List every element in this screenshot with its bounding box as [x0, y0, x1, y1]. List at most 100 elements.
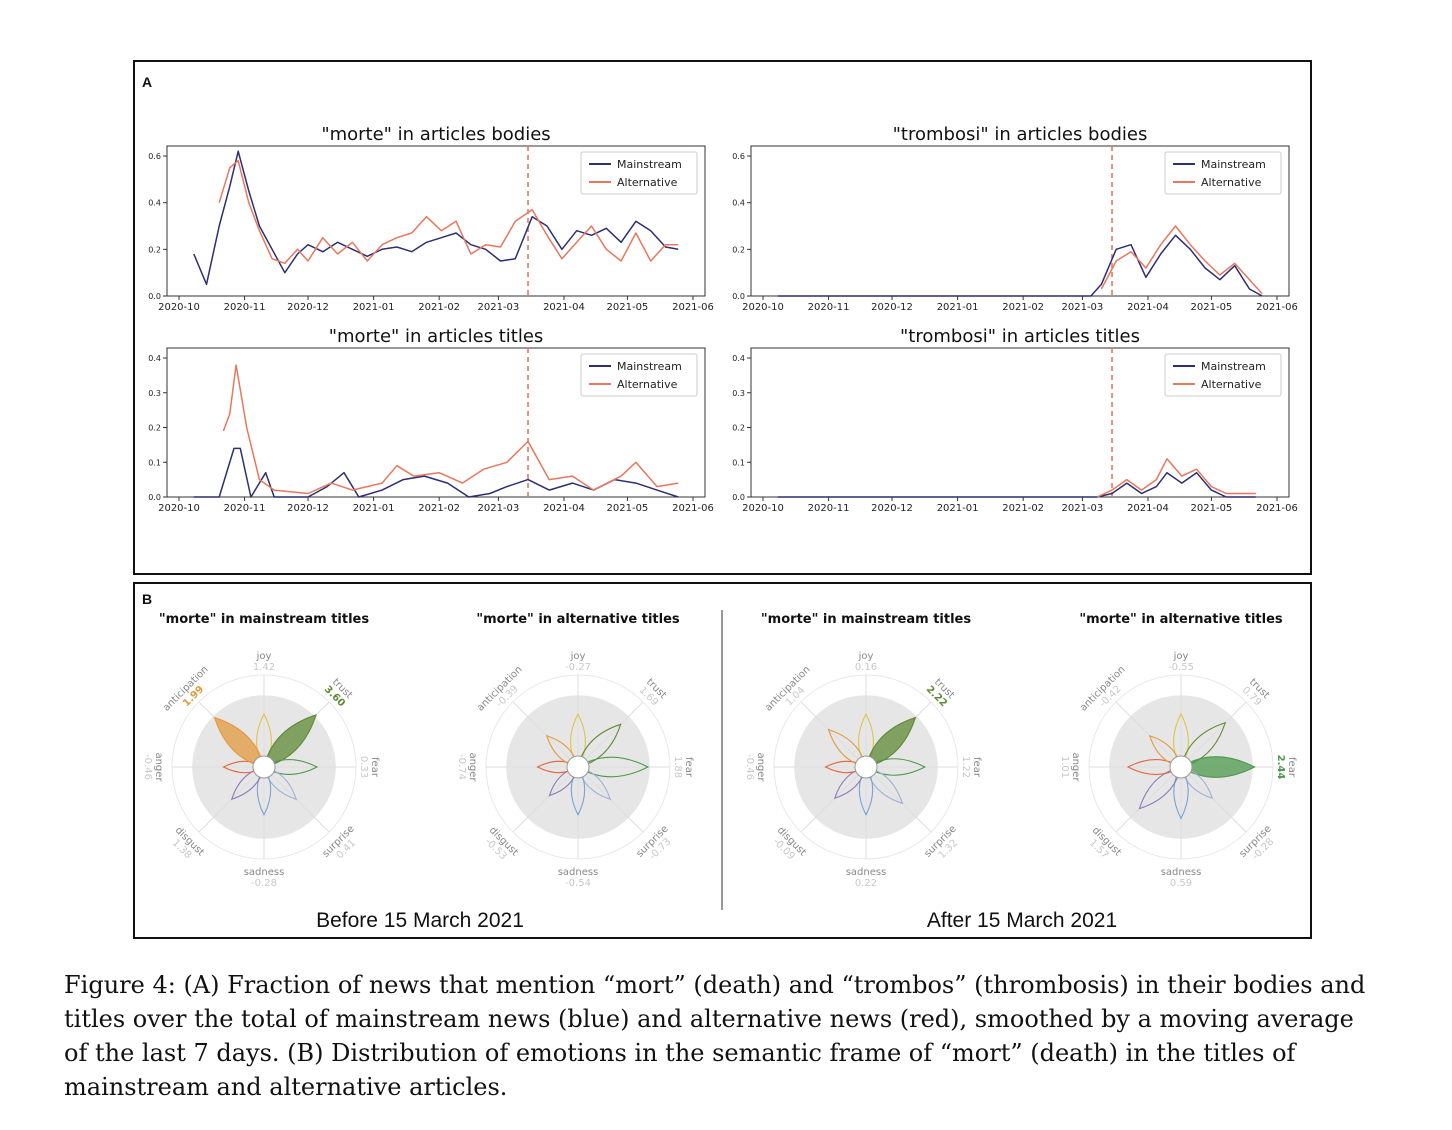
legend-entry: Mainstream: [617, 360, 682, 373]
x-tick-label: 2020-10: [158, 503, 200, 514]
x-tick-label: 2021-04: [1127, 503, 1169, 514]
legend-box: [1164, 151, 1282, 195]
figure: A B Before 15 March 2021 After 15 March …: [133, 60, 1312, 939]
x-tick-label: 2021-01: [937, 302, 979, 313]
x-tick-label: 2021-05: [1191, 302, 1233, 313]
chart-legend: Mainstream Alternative: [1164, 151, 1282, 195]
axis-label-joy: joy: [858, 651, 874, 662]
figure-caption: Figure 4: (A) Fraction of news that ment…: [64, 968, 1382, 1104]
y-tick-label: 0.1: [148, 458, 161, 467]
legend-box: [580, 151, 698, 195]
x-tick-label: 2020-11: [224, 302, 266, 313]
x-tick-label: 2021-01: [353, 302, 395, 313]
x-tick-label: 2020-12: [871, 302, 913, 313]
radar-spoke: [800, 701, 867, 768]
axis-value-fear: 2.44: [1275, 755, 1286, 780]
x-tick-label: 2021-02: [418, 503, 460, 514]
axis-value-joy: -0.27: [565, 662, 591, 673]
axis-label-anger: anger: [755, 752, 766, 782]
chart-legend: Mainstream Alternative: [1164, 353, 1282, 397]
x-tick-label: 2021-03: [1062, 503, 1104, 514]
axis-value-joy: 0.16: [855, 662, 877, 673]
legend-entry: Alternative: [617, 176, 678, 189]
line-chart-4: "trombosi" in articles titles 0.0 0.1 0.2 0.…: [732, 326, 1298, 514]
y-tick-label: 0.6: [732, 152, 745, 161]
series-line-alternative: [1096, 458, 1256, 498]
petal-fear: [1179, 756, 1256, 778]
axis-value-sadness: 0.22: [855, 878, 877, 889]
x-tick-label: 2020-11: [808, 503, 850, 514]
x-tick-label: 2021-02: [1002, 302, 1044, 313]
axis-label-joy: joy: [1173, 651, 1189, 662]
y-tick-label: 0.0: [732, 493, 745, 502]
caption-line-4: mainstream and alternative articles.: [64, 1073, 508, 1101]
axis-label-fear: fear: [971, 757, 982, 778]
radar-title: "morte" in alternative titles: [476, 612, 680, 627]
axis-label-sadness: sadness: [558, 867, 599, 878]
y-tick-label: 0.2: [148, 424, 161, 433]
chart-title: "trombosi" in articles bodies: [893, 124, 1148, 145]
radar-spoke: [577, 701, 644, 768]
before-label: Before 15 March 2021: [316, 909, 524, 932]
radar-spoke: [1115, 766, 1182, 833]
petal-anticipation: [827, 728, 867, 768]
axis-label-joy: joy: [570, 651, 586, 662]
axis-label-fear: fear: [683, 757, 694, 778]
radar-charts: "morte" in mainstream titlesjoy1.42trust…: [142, 612, 1297, 889]
legend-entry: Mainstream: [1201, 360, 1266, 373]
y-tick-label: 0.3: [732, 389, 745, 398]
y-tick-label: 0.4: [148, 354, 161, 363]
x-tick-label: 2021-02: [1002, 503, 1044, 514]
axis-value-fear: 0.33: [358, 756, 369, 778]
axis-value-sadness: 0.59: [1170, 878, 1192, 889]
series-line-alternative: [222, 364, 679, 495]
chart-legend: Mainstream Alternative: [580, 353, 698, 397]
line-charts: "morte" in articles bodies 0.0 0.2 0.4 0.6 20…: [148, 124, 1298, 514]
chart-title: "trombosi" in articles titles: [900, 326, 1140, 347]
series-line-mainstream: [777, 234, 1263, 297]
axis-label-anger: anger: [467, 752, 478, 782]
caption-line-3: of the last 7 days. (B) Distribution of …: [64, 1039, 1296, 1067]
radar-spoke: [865, 766, 932, 833]
y-tick-label: 0.0: [148, 493, 161, 502]
x-tick-label: 2020-12: [871, 503, 913, 514]
chart-legend: Mainstream Alternative: [580, 151, 698, 195]
x-tick-label: 2021-04: [543, 302, 585, 313]
petal-anticipation: [545, 734, 579, 768]
legend-entry: Alternative: [617, 378, 678, 391]
petal-trust: [577, 723, 622, 768]
legend-entry: Alternative: [1201, 378, 1262, 391]
legend-entry: Mainstream: [1201, 158, 1266, 171]
x-tick-label: 2021-06: [1256, 302, 1298, 313]
axis-value-fear: 1.22: [960, 756, 971, 778]
series-line-alternative: [1100, 225, 1263, 295]
series-line-alternative: [218, 159, 679, 265]
y-tick-label: 0.0: [732, 292, 745, 301]
x-tick-label: 2021-05: [607, 503, 649, 514]
radar-chart-1: "morte" in mainstream titlesjoy1.42trust…: [142, 612, 380, 889]
axis-value-anger: -0.46: [142, 754, 153, 780]
radar-spoke: [800, 766, 867, 833]
panel-a-label: A: [142, 74, 152, 90]
axis-value-anger: -0.74: [456, 754, 467, 780]
x-tick-label: 2021-01: [353, 503, 395, 514]
axis-label-anger: anger: [153, 752, 164, 782]
x-tick-label: 2021-06: [672, 503, 714, 514]
axis-value-joy: -0.55: [1168, 662, 1194, 673]
x-tick-label: 2020-10: [158, 302, 200, 313]
x-tick-label: 2021-06: [1256, 503, 1298, 514]
y-tick-label: 0.4: [732, 354, 745, 363]
x-tick-label: 2020-11: [224, 503, 266, 514]
line-chart-3: "morte" in articles titles 0.0 0.1 0.2 0.3 0.…: [148, 326, 714, 514]
panel-a-frame: [133, 60, 1312, 575]
radar-spoke: [1180, 766, 1247, 833]
panel-b-frame: [133, 582, 1312, 939]
radar-spoke: [1180, 701, 1247, 768]
x-tick-label: 2020-12: [287, 503, 329, 514]
radar-title: "morte" in alternative titles: [1079, 612, 1283, 627]
axis-value-anger: 1.01: [1059, 756, 1070, 778]
legend-box: [1164, 353, 1282, 397]
legend-box: [580, 353, 698, 397]
radar-center: [1169, 755, 1193, 779]
radar-center: [854, 755, 878, 779]
